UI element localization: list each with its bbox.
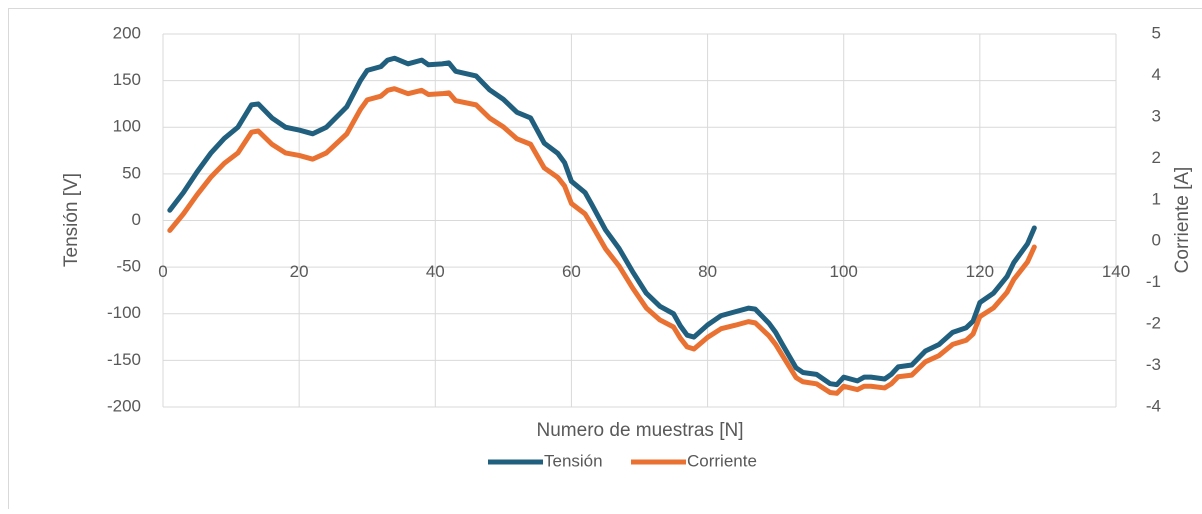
x-tick-label: 0 <box>158 262 167 281</box>
y-tick-label: -50 <box>116 257 141 276</box>
y2-axis-title: Corriente [A] <box>1172 167 1193 274</box>
y-tick-label: -200 <box>107 396 141 415</box>
y-tick-label: 200 <box>113 23 141 42</box>
y2-tick-label: 2 <box>1152 148 1161 167</box>
x-tick-label: 20 <box>290 262 309 281</box>
y-axis-title: Tensión [V] <box>61 173 82 267</box>
y2-tick-label: -1 <box>1146 272 1161 291</box>
y-tick-label: 50 <box>122 163 141 182</box>
y2-tick-label: 5 <box>1152 23 1161 42</box>
y2-tick-label: 1 <box>1152 189 1161 208</box>
y-tick-label: 100 <box>113 117 141 136</box>
x-tick-label: 80 <box>698 262 717 281</box>
x-tick-label: 40 <box>426 262 445 281</box>
y2-tick-label: -2 <box>1146 314 1161 333</box>
y-tick-label: -100 <box>107 303 141 322</box>
y2-tick-label: 4 <box>1152 65 1161 84</box>
y2-tick-label: -3 <box>1146 355 1161 374</box>
x-axis-title: Numero de muestras [N] <box>537 420 744 441</box>
y-tick-label: -150 <box>107 350 141 369</box>
x-tick-label: 100 <box>830 262 858 281</box>
y2-tick-label: 0 <box>1152 231 1161 250</box>
legend-label: Corriente <box>687 451 757 470</box>
x-tick-label: 120 <box>966 262 994 281</box>
y-tick-label: 150 <box>113 70 141 89</box>
x-tick-label: 60 <box>562 262 581 281</box>
y2-tick-label: 3 <box>1152 106 1161 125</box>
x-tick-label: 140 <box>1102 262 1130 281</box>
legend-label: Tensión <box>544 451 603 470</box>
y2-tick-label: -4 <box>1146 396 1161 415</box>
y-tick-label: 0 <box>132 210 141 229</box>
